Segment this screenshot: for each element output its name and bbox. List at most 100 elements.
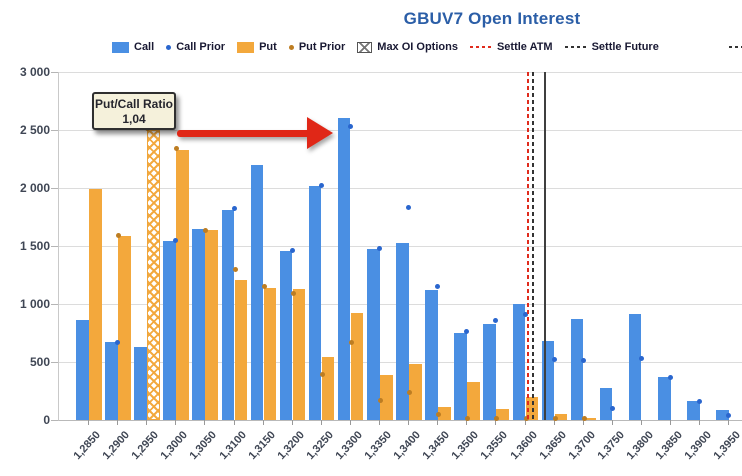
call-bar-1,3600[interactable] — [512, 304, 525, 420]
call-bar-1,3950[interactable] — [716, 409, 729, 420]
legend-label: Max OI Options — [377, 41, 458, 53]
call-prior-dot-1,3600 — [522, 311, 528, 317]
put-bar-1,3650[interactable] — [554, 414, 568, 420]
gridline — [59, 130, 742, 131]
put-bar-1,3450[interactable] — [438, 407, 451, 420]
call-bar-1,3550[interactable] — [483, 323, 496, 420]
call-prior-dot-1,3300 — [347, 124, 353, 130]
legend-item-settle-future[interactable]: Settle Future — [564, 41, 659, 53]
y-tick-mark — [51, 130, 58, 131]
settle-future-line — [531, 72, 534, 420]
call-bar-1,3750[interactable] — [599, 387, 613, 420]
call-bar-1,3200[interactable] — [279, 250, 293, 420]
call-prior-dot-1,3400 — [406, 205, 412, 211]
annotation-arrow — [177, 117, 333, 149]
put-bar-1,3700[interactable] — [583, 418, 597, 420]
put-bar-1,3150[interactable] — [263, 287, 277, 420]
x-tick-mark — [291, 420, 293, 425]
legend-item-call-prior[interactable]: Call Prior — [166, 41, 225, 53]
bar-orange-swatch-icon — [237, 41, 255, 53]
legend-item-put[interactable]: Put — [237, 41, 277, 53]
x-tick-mark — [175, 420, 177, 425]
dash-red-swatch-icon — [469, 46, 492, 48]
call-prior-dot-1,3100 — [231, 206, 237, 212]
call-bar-1,3900[interactable] — [687, 401, 700, 420]
x-tick-mark — [379, 420, 380, 425]
legend-item-call[interactable]: Call — [112, 41, 154, 53]
dash-black-swatch-icon — [564, 46, 587, 48]
x-tick-mark — [204, 420, 206, 425]
legend-label: Settle ATM — [496, 41, 553, 53]
call-bar-1,3250[interactable] — [308, 185, 322, 420]
legend-item-settle-atm[interactable]: Settle ATM — [469, 41, 553, 53]
call-bar-1,3400[interactable] — [396, 242, 409, 420]
x-tick-mark — [640, 420, 642, 425]
call-bar-1,2950[interactable] — [134, 346, 147, 420]
hatch-swatch-icon — [357, 41, 373, 53]
dot-blue-swatch-icon — [166, 44, 172, 50]
put-bar-1,3050[interactable] — [205, 229, 218, 420]
put-call-ratio-tooltip: Put/Call Ratio 1,04 — [92, 92, 176, 130]
put-bar-1,3250[interactable] — [321, 357, 335, 420]
x-tick-mark — [117, 420, 119, 425]
x-tick-mark — [495, 420, 497, 425]
call-bar-1,3300[interactable] — [337, 118, 351, 420]
put-bar-1,3400[interactable] — [409, 364, 422, 420]
put-prior-dot-1,3650 — [552, 416, 558, 422]
legend-label: Call — [134, 41, 155, 53]
x-tick-mark — [146, 420, 148, 425]
put-bar-1,3350[interactable] — [380, 374, 393, 420]
tooltip-title: Put/Call Ratio — [94, 97, 173, 111]
put-bar-1,3200[interactable] — [292, 288, 306, 420]
y-tick-label: 1 500 — [19, 239, 50, 253]
legend-label: Put — [259, 41, 277, 53]
call-bar-1,3000[interactable] — [163, 241, 176, 420]
put-bar-1,3300[interactable] — [350, 313, 364, 420]
x-axis: 1,2850 1,2900 1,2950 1,3000 1,3050 1,3100 1,31… — [0, 420, 742, 470]
put-prior-dot-1,3050 — [203, 228, 209, 234]
put-bar-1,3550[interactable] — [496, 408, 509, 420]
call-bar-1,3350[interactable] — [367, 249, 380, 420]
legend: Call Call Prior Put Put Prior Max OI Options… — [112, 41, 659, 53]
y-tick-label: 3 000 — [19, 65, 50, 79]
put-bar-1,3100[interactable] — [234, 279, 247, 420]
call-prior-dot-1,3850 — [668, 374, 673, 380]
x-tick-mark — [553, 420, 555, 425]
legend-item-truncated-dash — [729, 46, 742, 48]
dot-orange-swatch-icon — [288, 44, 294, 50]
call-bar-1,3150[interactable] — [250, 164, 264, 420]
legend-item-put-prior[interactable]: Put Prior — [288, 41, 345, 53]
put-prior-dot-1,3200 — [290, 291, 296, 297]
call-prior-dot-1,3350 — [377, 245, 382, 251]
x-tick-mark — [582, 420, 584, 425]
put-bar-1,2850[interactable] — [89, 189, 102, 420]
x-tick-mark — [233, 420, 235, 425]
call-bar-1,2850[interactable] — [76, 320, 89, 420]
call-bar-1,2900[interactable] — [105, 342, 118, 420]
call-bar-1,3850[interactable] — [658, 377, 671, 420]
put-bar-1,3500[interactable] — [467, 381, 480, 420]
call-bar-1,3100[interactable] — [221, 210, 234, 420]
y-tick-label: 500 — [29, 355, 50, 369]
legend-label: Settle Future — [591, 41, 659, 53]
chart-title: GBUV7 Open Interest — [403, 9, 581, 28]
put-prior-dot-1,3550 — [494, 416, 500, 422]
put-bar-1,2900[interactable] — [118, 235, 131, 420]
y-tick-label: 2 500 — [19, 123, 50, 137]
put-bar-1,3000[interactable] — [176, 149, 189, 420]
call-bar-1,3450[interactable] — [425, 290, 438, 420]
legend-label: Call Prior — [176, 41, 226, 53]
call-bar-1,3050[interactable] — [192, 228, 205, 420]
x-tick-mark — [699, 420, 701, 425]
put-prior-dot-1,3250 — [319, 372, 325, 378]
call-bar-1,3700[interactable] — [570, 319, 584, 420]
call-bar-1,3800[interactable] — [628, 314, 642, 420]
max-oi-put-bar-1,2950[interactable] — [147, 130, 160, 420]
put-prior-dot-1,2900 — [116, 233, 122, 239]
y-tick-mark — [51, 246, 58, 247]
arrow-head-icon — [307, 117, 333, 149]
legend-item-max-oi-options[interactable]: Max OI Options — [357, 41, 458, 53]
call-bar-1,3500[interactable] — [454, 333, 467, 420]
tooltip-value: 1,04 — [122, 112, 146, 126]
put-prior-dot-1,3350 — [378, 397, 383, 403]
